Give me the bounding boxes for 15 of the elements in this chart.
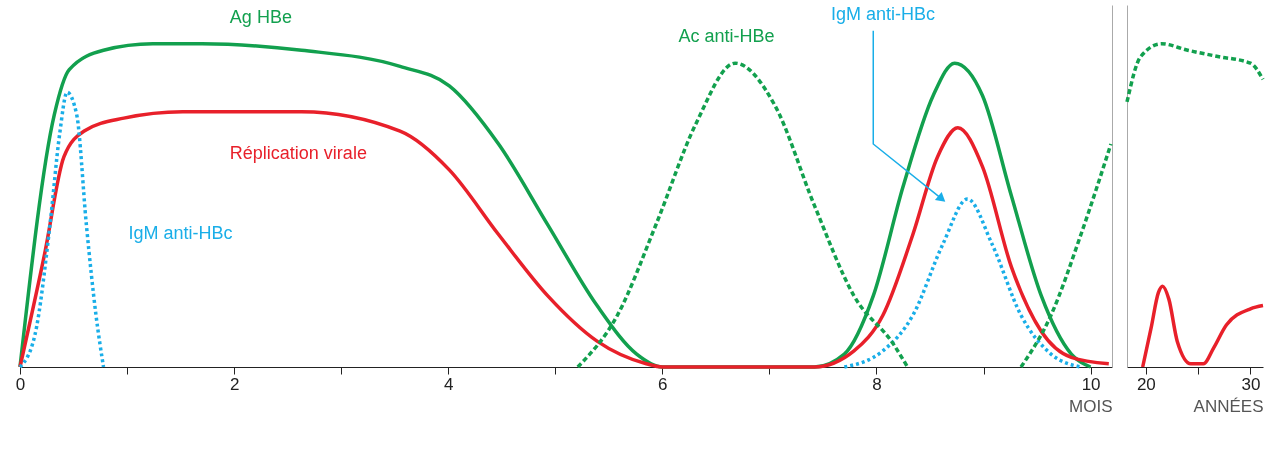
x-tick-label: 0: [15, 374, 26, 394]
x-tick-label: 4: [444, 374, 454, 394]
x-tick-label: 10: [1081, 374, 1101, 394]
x-tick-label: 2: [229, 374, 240, 394]
x-axis-title: MOIS: [1069, 396, 1113, 416]
series-label: Réplication virale: [229, 142, 367, 163]
x-tick-label: 30: [1241, 374, 1261, 394]
text: IgM anti-HBc: [830, 3, 935, 24]
x-tick-label: 6: [658, 374, 668, 394]
text: IgM anti-HBc: [128, 223, 233, 244]
x-tick-label: 20: [1136, 374, 1156, 394]
x-axis-title: ANNÉES: [1193, 396, 1264, 416]
series-label: Ag HBe: [229, 6, 292, 27]
series-label: Ac anti-HBe: [678, 26, 775, 47]
x-tick-label: 8: [872, 374, 882, 394]
